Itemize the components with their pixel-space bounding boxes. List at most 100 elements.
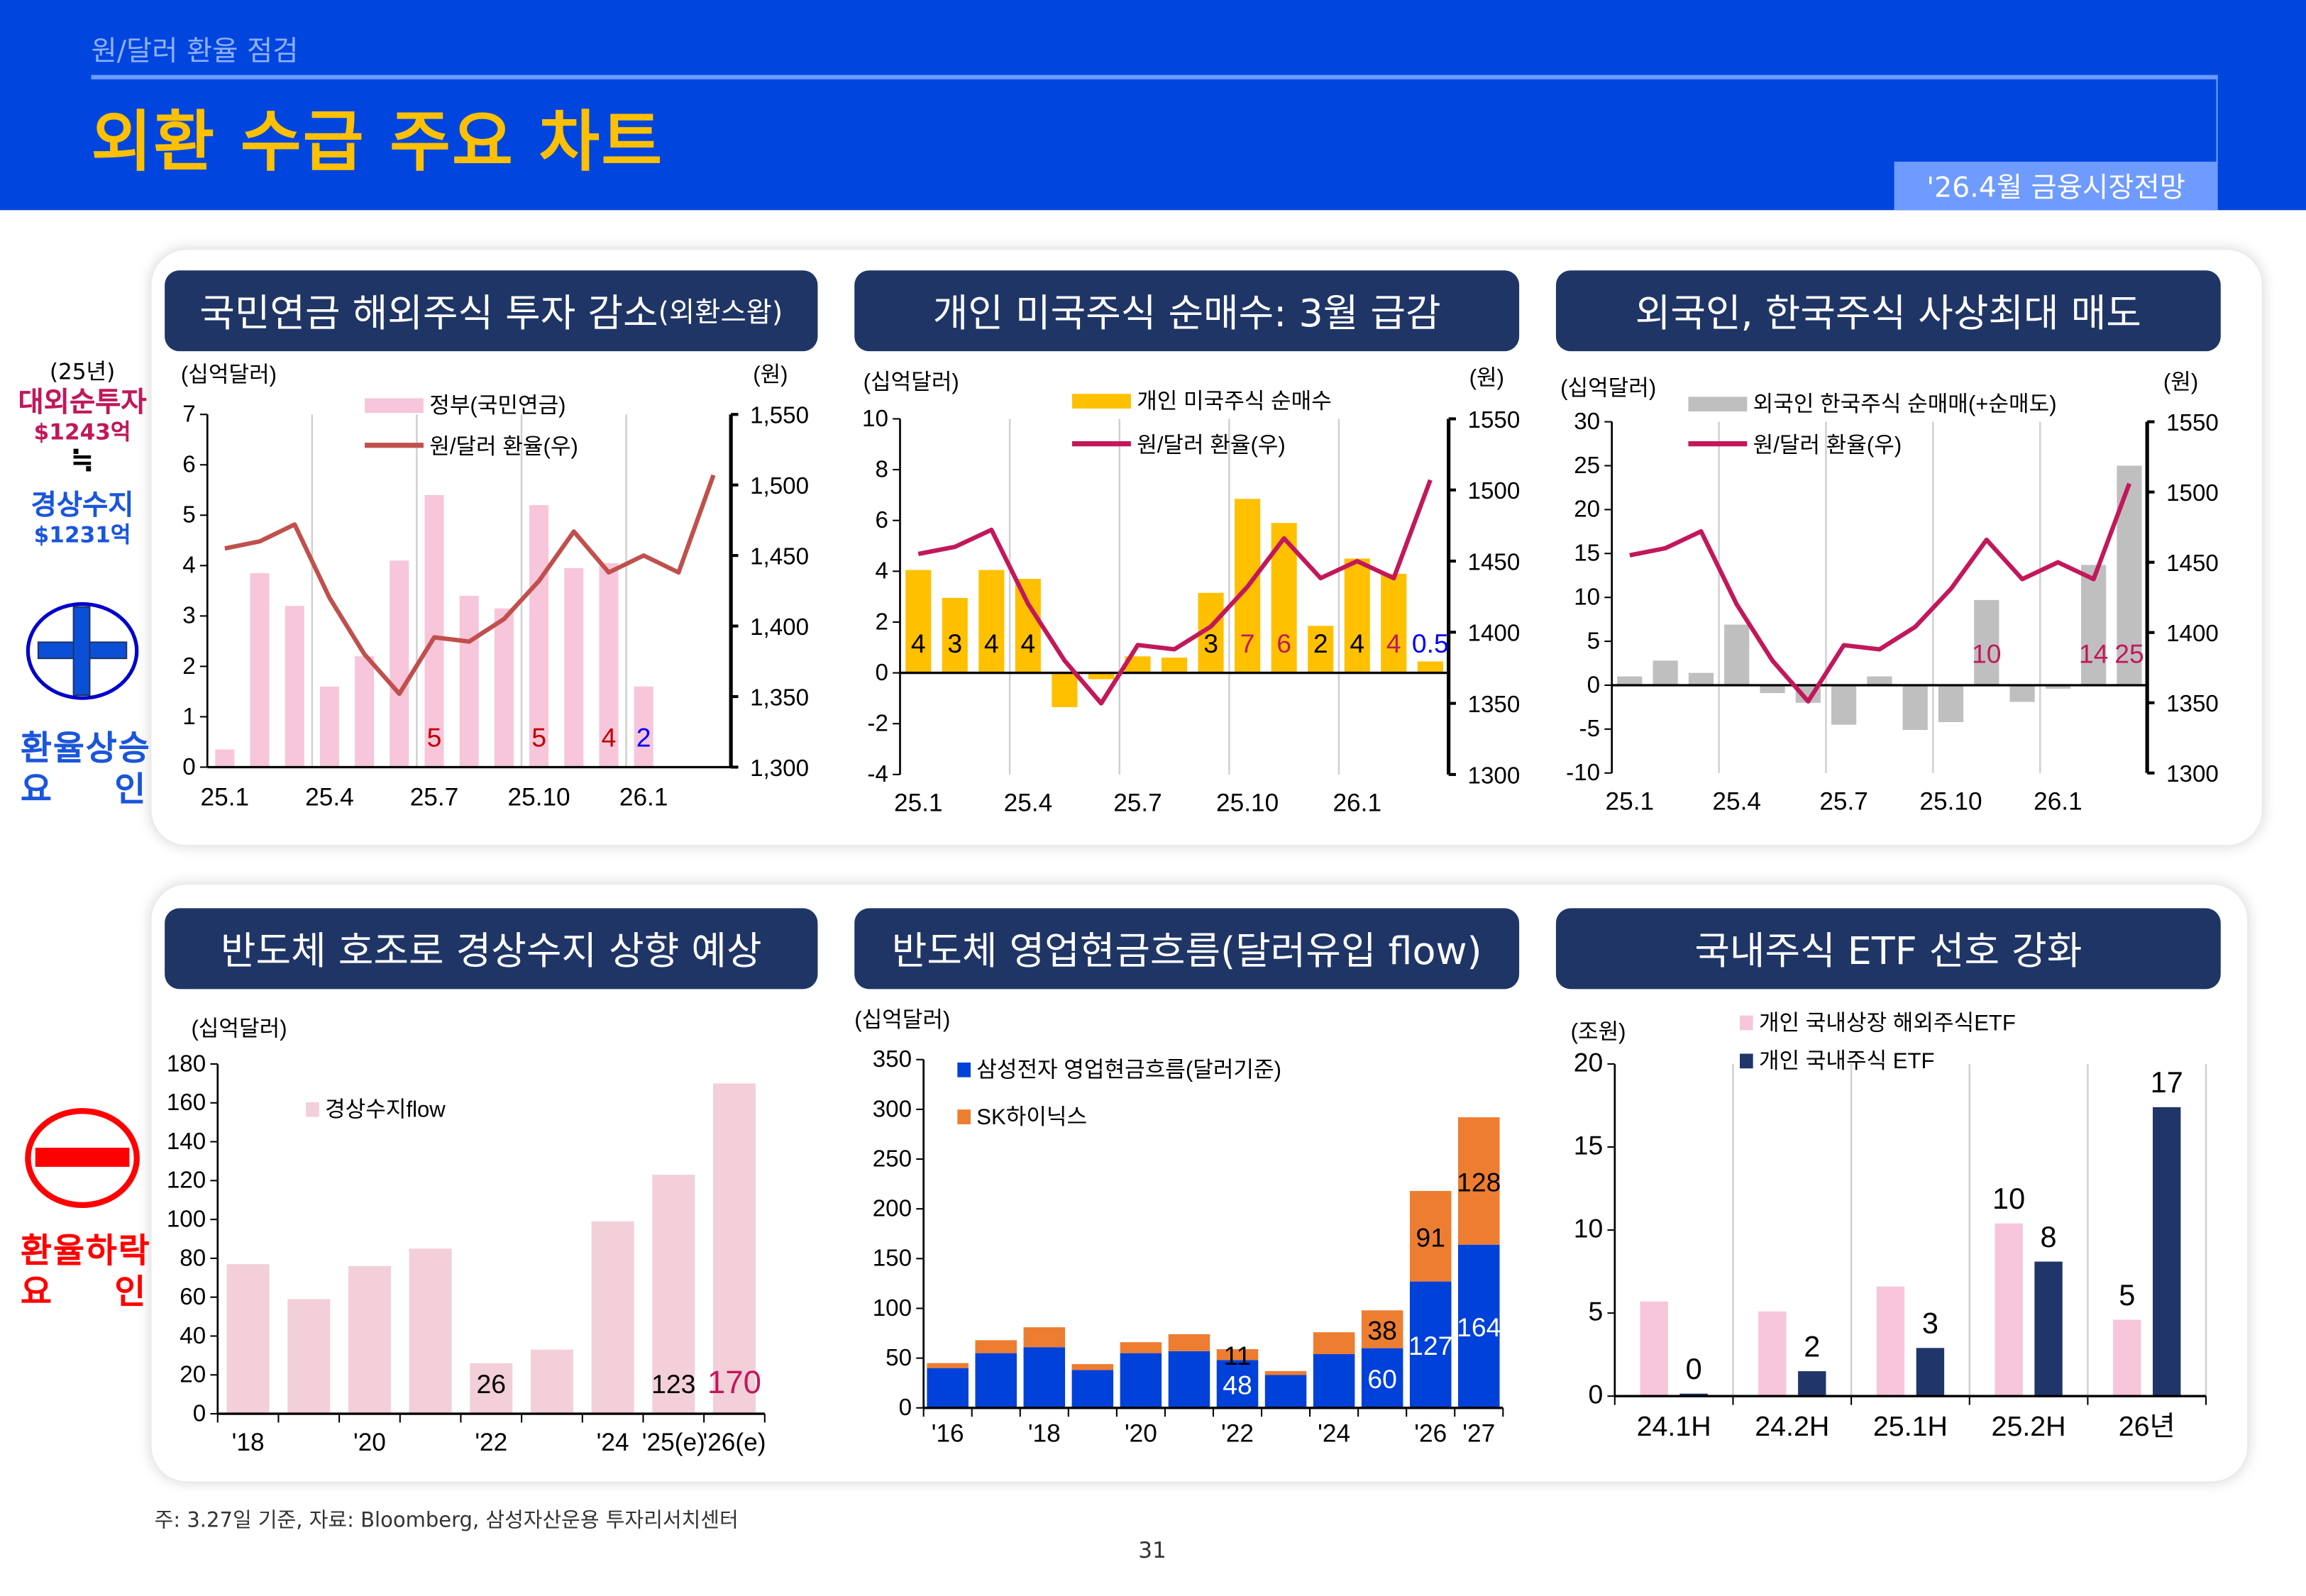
legend-swatch: [1688, 397, 1748, 412]
bar-1-26.3: [1417, 661, 1443, 673]
data-label: 4: [602, 722, 617, 752]
x-tick-label: 24.2H: [1755, 1411, 1829, 1442]
y-tick-label: 20: [1574, 497, 1600, 523]
data-label: 17: [2151, 1065, 2183, 1099]
y-tick-label: 2: [182, 653, 195, 680]
bar-1-'24: [591, 1221, 634, 1414]
y-tick-label: 180: [167, 1051, 206, 1077]
y2-unit-label: (원): [2163, 370, 2198, 394]
bar-2-'17: [975, 1340, 1017, 1353]
y2-tick-label: 1300: [1468, 763, 1521, 789]
legend-label: 삼성전자 영업현금흐름(달러기준): [976, 1058, 1281, 1082]
y-tick-label: 30: [1574, 409, 1600, 435]
x-tick-label: 25.10: [1919, 788, 1982, 816]
bar-1-'24: [1313, 1354, 1355, 1408]
bar-1-25.9: [494, 608, 514, 767]
chart-1-title-text: 국민연금 해외주식 투자 감소: [199, 292, 658, 337]
x-tick-label: 25.10: [1216, 789, 1279, 817]
section-label: 원/달러 환율 점검: [91, 35, 299, 68]
header-divider: [91, 74, 2218, 79]
x-tick-label: 26년: [2119, 1411, 2175, 1442]
bar-1-25.2H: [1995, 1223, 2023, 1397]
bar-1-25.8: [459, 595, 479, 767]
chart-4: 0 20 40 60 80 100 120 140 160 180 26 123 170 '18 '20 '2…: [167, 1016, 766, 1456]
y-tick-label: -2: [867, 711, 888, 737]
legend-swatch: [1740, 1053, 1753, 1069]
data-label: 4: [1021, 628, 1036, 658]
data-label: 5: [2119, 1278, 2135, 1312]
data-label: 123: [651, 1369, 695, 1399]
bar-1-'25(e): [652, 1175, 695, 1414]
x-tick-label: '25(e): [642, 1429, 705, 1456]
bar-1-25.4: [1724, 624, 1750, 685]
bar-1-26.1: [1344, 558, 1370, 673]
bar-2-'27: [1458, 1117, 1500, 1245]
bar-1-25.6: [1088, 672, 1115, 680]
header-divider-vertical: [2216, 74, 2218, 163]
rate-down-factor-line1: 환율하락: [21, 1233, 151, 1272]
bar-1-'21: [409, 1248, 452, 1414]
data-label: 8: [2041, 1220, 2057, 1253]
x-tick-label: 25.4: [1712, 788, 1761, 816]
current-account-label: 경상수지: [31, 489, 134, 522]
y-unit-label: (십억달러): [181, 362, 277, 387]
bar-1-25.2: [942, 597, 968, 673]
data-label: 4: [1350, 628, 1364, 658]
bar-2-25.1H: [1916, 1348, 1945, 1397]
x-tick-label: '27: [1462, 1419, 1495, 1447]
bar-1-'20: [348, 1265, 391, 1414]
y-tick-label: 1: [182, 704, 195, 730]
data-label: 164: [1457, 1312, 1501, 1342]
bar-2-'25: [1361, 1310, 1403, 1348]
x-tick-label: '24: [1318, 1419, 1350, 1447]
x-tick-label: 25.2H: [1992, 1411, 2066, 1442]
x-tick-label: '18: [232, 1429, 265, 1456]
y-tick-label: 0: [875, 660, 888, 686]
legend-label: 개인 미국주식 순매수: [1137, 389, 1332, 414]
chart-6-title: 국내주식 ETF 선호 강화: [1555, 908, 2221, 990]
y-tick-label: 6: [182, 452, 195, 478]
legend-swatch: [365, 398, 424, 414]
data-label: 128: [1457, 1167, 1501, 1197]
x-tick-label: 25.4: [305, 783, 354, 811]
bar-1-25.4: [319, 686, 339, 767]
x-tick-label: 25.1: [201, 783, 250, 811]
data-label: 48: [1223, 1370, 1252, 1400]
bar-1-'22: [470, 1363, 513, 1414]
bar-1-'23: [1264, 1375, 1307, 1408]
bar-1-24.1H: [1640, 1301, 1668, 1397]
data-label: 2: [1804, 1329, 1820, 1363]
data-label: 38: [1367, 1315, 1397, 1345]
bar-1-25.9: [1902, 685, 1928, 731]
bar-2-25.2H: [2034, 1261, 2063, 1397]
bar-1-'22: [1216, 1360, 1259, 1408]
bar-1-25.1: [1617, 676, 1643, 685]
y-tick-label: -5: [1579, 716, 1600, 742]
bar-1-'18: [226, 1264, 270, 1414]
y-unit-label: (십억달러): [864, 370, 959, 394]
bar-1-26.2: [1381, 573, 1407, 673]
bar-1-25.3: [978, 570, 1005, 673]
y-tick-label: 4: [875, 558, 888, 584]
y-tick-label: 150: [873, 1246, 912, 1272]
y-tick-label: 40: [180, 1323, 206, 1349]
plus-circle-icon: [26, 602, 139, 700]
x-tick-label: 25.7: [1819, 788, 1868, 816]
y2-tick-label: 1,350: [750, 685, 809, 711]
bar-1-'19: [287, 1299, 331, 1414]
rate-up-factor-line1: 환율상승: [21, 730, 151, 769]
y-tick-label: 10: [1574, 1213, 1604, 1243]
bar-2-'21: [1168, 1334, 1210, 1351]
y-tick-label: 10: [1574, 584, 1600, 611]
data-label: 5: [427, 722, 442, 752]
legend-swatch: [1071, 394, 1131, 409]
y2-tick-label: 1500: [1468, 478, 1521, 504]
page-title: 외환 수급 주요 차트: [91, 103, 664, 181]
y2-tick-label: 1450: [1468, 549, 1521, 575]
y-tick-label: 4: [182, 553, 195, 579]
y-tick-label: 80: [180, 1245, 206, 1271]
bar-1-'20: [1120, 1353, 1162, 1408]
